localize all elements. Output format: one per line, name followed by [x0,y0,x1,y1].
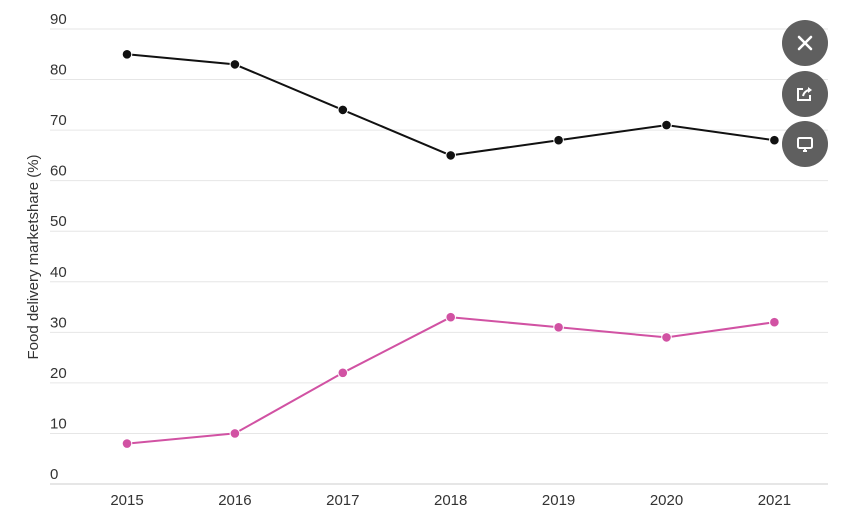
series-2-point[interactable] [337,367,349,379]
x-tick-label: 2018 [434,492,467,509]
y-tick-label: 40 [50,264,67,281]
y-tick-labels: 0 10 20 30 40 50 60 70 80 90 [50,11,67,483]
share-icon [797,87,812,101]
y-tick-label: 60 [50,163,67,180]
y-tick-label: 30 [50,314,67,331]
x-tick-label: 2020 [650,492,683,509]
x-tick-label: 2015 [110,492,143,509]
series-2-point[interactable] [661,332,672,343]
y-tick-label: 20 [50,365,67,382]
x-tick-label: 2021 [758,492,791,509]
series-1-point[interactable] [445,150,457,161]
y-tick-label: 90 [50,11,67,28]
series-2-point[interactable] [121,438,133,449]
close-button[interactable] [782,20,828,66]
x-tick-label: 2017 [326,492,359,509]
series-2-point[interactable] [553,321,564,333]
x-tick-labels: 2015 2016 2017 2018 2019 2020 2021 [110,492,791,509]
series-2-point[interactable] [229,428,241,439]
present-button[interactable] [782,121,828,167]
series-group [121,48,780,449]
y-tick-label: 80 [50,62,67,79]
series-2-point[interactable] [769,316,780,328]
series-1-point[interactable] [229,59,241,70]
series-2-point[interactable] [445,311,457,323]
y-tick-label: 70 [50,112,67,129]
y-tick-label: 50 [50,213,67,230]
series-1-point[interactable] [769,134,780,146]
y-tick-label: 0 [50,466,58,483]
share-button[interactable] [782,71,828,117]
x-tick-label: 2019 [542,492,575,509]
series-1-point[interactable] [661,119,672,131]
gridlines [50,28,828,485]
close-icon [797,35,813,51]
x-tick-label: 2016 [218,492,251,509]
series-1-line [126,53,775,157]
series-1-point[interactable] [553,134,564,146]
y-axis-label: Food delivery marketshare (%) [25,154,42,359]
present-icon [797,137,813,152]
series-1-point[interactable] [121,48,133,60]
series-2-line [126,316,775,445]
series-1-point[interactable] [337,104,349,116]
y-tick-label: 10 [50,415,67,432]
